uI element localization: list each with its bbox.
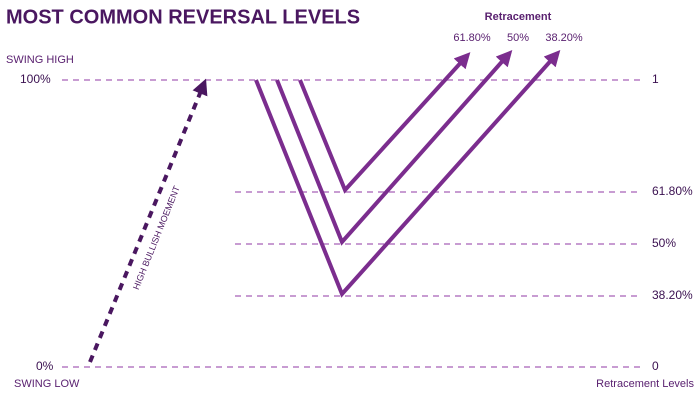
retracement-path bbox=[298, 52, 471, 194]
momentum-arrow bbox=[88, 78, 208, 363]
swing-low: SWING LOW bbox=[14, 378, 80, 390]
level-label: 100% bbox=[20, 72, 51, 86]
title: MOST COMMON REVERSAL LEVELS bbox=[6, 6, 360, 28]
retracement-path bbox=[275, 50, 513, 246]
arrow-label: 61.80% bbox=[453, 32, 491, 44]
swing-high: SWING HIGH bbox=[6, 54, 74, 66]
level-label: 61.80% bbox=[652, 184, 693, 198]
caption: Retracement Levels bbox=[596, 378, 694, 390]
retracement-title: Retracement bbox=[485, 11, 552, 23]
retracement-path bbox=[254, 50, 561, 298]
level-label: 0 bbox=[652, 359, 659, 373]
level-label: 1 bbox=[652, 72, 659, 86]
level-label: 38.20% bbox=[652, 288, 693, 302]
arrow-label: 50% bbox=[507, 32, 529, 44]
level-label: 0% bbox=[36, 359, 54, 373]
level-label: 50% bbox=[652, 236, 676, 250]
arrow-label: 38.20% bbox=[545, 32, 583, 44]
